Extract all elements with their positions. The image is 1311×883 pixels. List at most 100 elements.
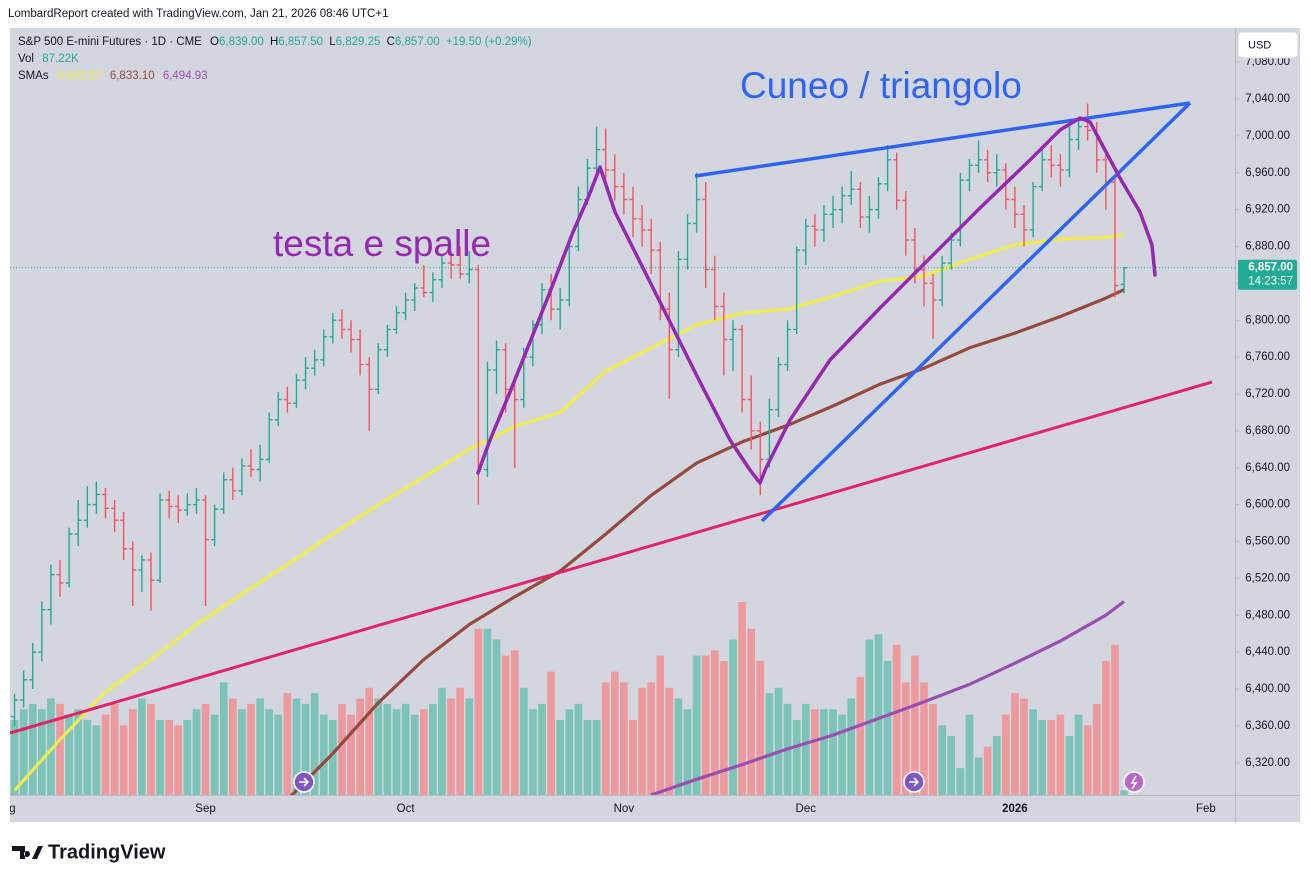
volume-bar [656, 655, 665, 795]
x-tick-label: Nov [614, 803, 635, 815]
volume-bar [56, 703, 64, 795]
y-tick-label: 6,880.00 [1245, 241, 1290, 253]
volume-bar [210, 714, 219, 795]
volume-bar [811, 709, 819, 795]
legend-value: 6,892.87 [57, 70, 102, 82]
volume-bar [338, 703, 346, 795]
volume-bar [101, 714, 110, 795]
price-bars [11, 103, 1128, 726]
x-tick-label: Dec [796, 803, 817, 815]
y-tick-label: 6,920.00 [1245, 204, 1290, 216]
volume-bar [128, 709, 137, 795]
brand-logo: TradingView [12, 841, 166, 863]
volume-bar [329, 719, 337, 795]
volume-bar [610, 671, 619, 795]
sma-lines [13, 233, 1125, 795]
x-tick-label: Sep [195, 803, 215, 815]
volume-bar [429, 703, 437, 795]
drawings [10, 101, 1213, 735]
volume-bar [356, 698, 364, 795]
volume-bar [911, 655, 919, 795]
volume-bar [947, 736, 956, 795]
legend-value: 6,833.10 [110, 70, 155, 82]
volume-bar [419, 709, 428, 795]
volume-bar [219, 682, 228, 795]
volume-bar [856, 677, 865, 795]
legend-key: Vol [18, 53, 34, 65]
currency-button[interactable] [1237, 31, 1299, 59]
volume-bar [583, 719, 592, 795]
volume-bar [310, 693, 319, 795]
volume-bar [228, 698, 237, 795]
volume-bar [547, 671, 555, 795]
y-tick-label: 7,040.00 [1245, 93, 1290, 105]
event-marker[interactable] [1123, 771, 1145, 793]
y-tick-label: 6,720.00 [1245, 388, 1290, 400]
volume-bar [965, 714, 974, 795]
x-tick-label: Oct [397, 803, 416, 815]
wedge-upper-line [694, 101, 1191, 178]
annotation: testa e spalle [273, 223, 491, 264]
volume-bar [929, 703, 937, 795]
legend-row: SMAs 6,892.87 6,833.10 6,494.93 [18, 70, 208, 82]
volume-bar [574, 703, 583, 795]
volume-bar [601, 682, 610, 795]
volume-bar [265, 709, 274, 795]
sma-line [13, 233, 1125, 792]
last-price-label: 6,857.00 [1248, 262, 1293, 274]
volume-bar [1083, 725, 1092, 795]
volume-bar [438, 687, 446, 795]
volume-bar [738, 602, 746, 795]
y-tick-label: 6,480.00 [1245, 609, 1290, 621]
x-tick-label: Feb [1196, 803, 1216, 815]
y-tick-label: 6,320.00 [1245, 757, 1290, 769]
volume-bar [83, 719, 92, 795]
x-tick-label: 2026 [1002, 803, 1028, 815]
volume-bar [747, 628, 756, 795]
volume-bar [456, 687, 464, 795]
x-tick-label: Aug [0, 803, 16, 815]
event-markers [293, 771, 1145, 793]
volume-bar [119, 725, 128, 795]
volume-bar [956, 768, 965, 795]
volume-bar [629, 719, 637, 795]
volume-bar [1002, 714, 1010, 795]
volume-bar [1111, 644, 1119, 795]
volume-bar [92, 725, 101, 795]
volume-bar [838, 714, 846, 795]
volume-bar [1120, 790, 1128, 795]
y-tick-label: 6,520.00 [1245, 572, 1290, 584]
y-tick-label: 7,000.00 [1245, 130, 1290, 142]
volume-bar [529, 709, 537, 795]
event-icon [1130, 775, 1138, 790]
volume-bar [556, 719, 565, 795]
volume-bar [638, 687, 646, 795]
countdown: 14:23:57 [1248, 276, 1293, 288]
y-tick-label: 6,360.00 [1245, 720, 1290, 732]
event-icon [909, 777, 920, 787]
volume-bar [1038, 719, 1047, 795]
volume-bar [1065, 736, 1074, 795]
volume-bar [247, 703, 255, 795]
volume-bar [938, 725, 946, 795]
logo-mark [12, 846, 43, 859]
volume-bar [647, 682, 655, 795]
volume-bar [1029, 709, 1037, 795]
volume-bar [392, 709, 401, 795]
volume-bar [319, 714, 328, 795]
volume-bar [974, 757, 983, 795]
volume-bar [28, 703, 37, 795]
legend-row: S&P 500 E-mini Futures · 1D · CME O6,839… [18, 36, 532, 48]
volume-bar [701, 655, 710, 795]
legend-value: 6,857.00 [395, 36, 440, 48]
y-tick-label: 6,680.00 [1245, 425, 1290, 437]
volume-bar [720, 660, 728, 795]
volume-bar [1020, 698, 1028, 795]
legend-row: Vol 87.22K [18, 53, 79, 65]
volume-bar [874, 634, 883, 795]
event-icon [299, 777, 310, 787]
volume-bar [1056, 714, 1065, 795]
legend-key: L [329, 36, 336, 48]
volume-bar [138, 698, 146, 795]
